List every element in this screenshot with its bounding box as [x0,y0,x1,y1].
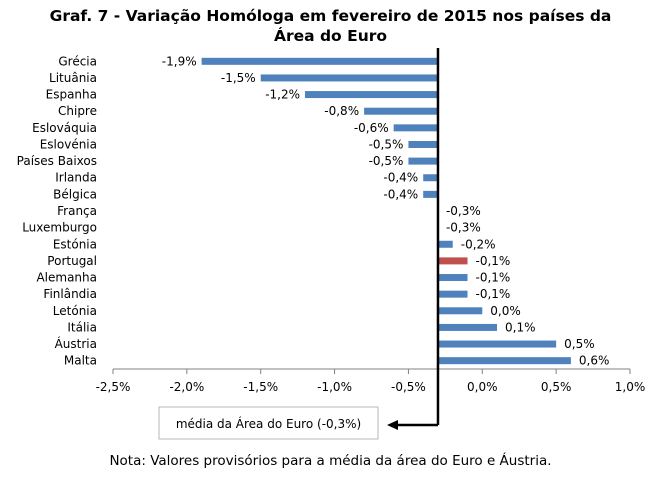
bar [437,323,498,331]
data-label: 0,0% [490,304,521,318]
x-tick-label: -0,5% [391,380,426,394]
footnote: Nota: Valores provisórios para a média d… [109,453,552,469]
category-label: Espanha [46,88,97,102]
data-label: -1,5% [221,71,256,85]
chart-title-line-1: Graf. 7 - Variação Homóloga em fevereiro… [49,7,612,25]
annotation-text: média da Área do Euro (-0,3%) [176,416,361,431]
category-label: Alemanha [36,271,97,285]
x-tick-label: -1,5% [243,380,278,394]
category-label: Bélgica [53,187,97,201]
data-label: -0,1% [476,271,511,285]
data-label: -0,8% [324,104,359,118]
x-tick-label: 1,0% [615,380,646,394]
bar [408,140,438,148]
bar [305,91,438,99]
category-label: Grécia [58,54,97,68]
category-label: Estónia [53,237,97,251]
data-label: -0,6% [354,121,389,135]
category-label: Luxemburgo [22,221,97,235]
annotation-group: média da Área do Euro (-0,3%) [158,406,379,440]
category-labels: Grécia Lituânia Espanha Chipre Eslováquia Esl… [17,54,97,367]
data-label: -1,2% [265,88,300,102]
bar [260,74,438,82]
data-label: 0,1% [505,320,536,334]
category-label: França [57,204,97,218]
bar [423,174,438,182]
bar [437,274,468,282]
bar [423,190,438,198]
bar [408,157,438,165]
data-label: 0,5% [564,337,595,351]
data-label: -0,1% [476,287,511,301]
data-label: -0,4% [383,171,418,185]
chart-title-line-2: Área do Euro [273,27,388,45]
x-axis: -2,5% -2,0% -1,5% -1,0% -0,5% 0,0% 0,5% 1,0% [96,368,646,394]
bar [201,57,438,65]
category-label: Irlanda [55,171,97,185]
data-label: -0,1% [476,254,511,268]
bar [393,124,438,132]
data-label: 0,6% [579,354,610,368]
data-label: -0,5% [369,137,404,151]
bar [364,107,438,115]
annotation-box [158,406,379,440]
data-label: -0,2% [461,237,496,251]
chart-title: Graf. 7 - Variação Homóloga em fevereiro… [0,6,661,46]
bar [437,257,468,265]
category-label: Chipre [58,104,97,118]
category-label: Áustria [55,336,97,351]
data-label: -0,3% [446,204,481,218]
data-label: -0,4% [383,187,418,201]
data-labels: -1,9% -1,5% -1,2% -0,8% -0,6% -0,5% -0,5% -0,4%… [162,54,610,367]
category-label: Eslováquia [32,121,97,135]
x-tick-label: 0,0% [467,380,498,394]
category-label: Letónia [53,304,97,318]
average-line-group [387,48,440,430]
x-tick-label: -2,0% [169,380,204,394]
x-tick-label: -1,0% [317,380,352,394]
data-label: -1,9% [162,54,197,68]
data-label: -0,5% [369,154,404,168]
category-label: Eslovénia [40,137,97,151]
bar [437,307,483,315]
data-label: -0,3% [446,221,481,235]
x-tick-label: 0,5% [541,380,572,394]
category-label: Malta [64,354,97,368]
bar [437,240,453,248]
bar [437,290,468,298]
category-label: Lituânia [49,71,97,85]
arrow-head-icon [387,420,398,430]
category-label: Finlândia [43,287,97,301]
x-tick-label: -2,5% [96,380,131,394]
bars-layer [201,57,571,365]
category-label: Itália [67,320,97,334]
bar [437,340,557,348]
category-label: Portugal [47,254,97,268]
bar [437,357,571,365]
category-label: Países Baixos [17,154,97,168]
